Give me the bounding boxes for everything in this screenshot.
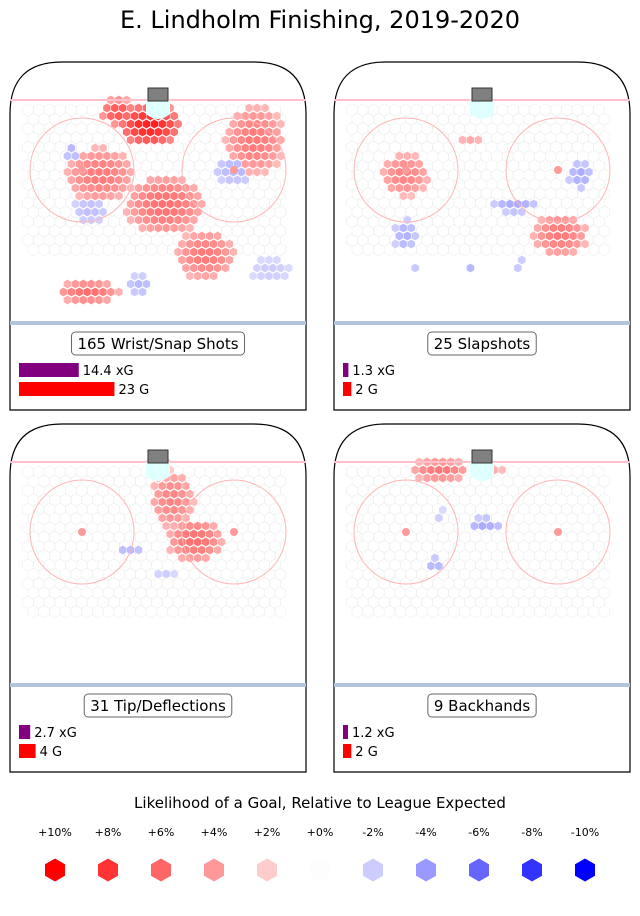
xg-bar (19, 725, 31, 739)
legend-label: +4% (201, 826, 228, 839)
faceoff-circle (353, 117, 459, 223)
xg-label: 2.7 xG (34, 726, 77, 741)
chart-title: E. Lindholm Finishing, 2019-2020 (120, 6, 520, 34)
goal-net (147, 87, 169, 102)
legend: Likelihood of a Goal, Relative to League… (38, 794, 599, 882)
panel-label: 25 Slapshots (434, 335, 531, 353)
xg-label: 1.3 xG (352, 364, 395, 379)
legend-label: +2% (254, 826, 281, 839)
goal-crease (146, 100, 170, 119)
rink-panel-2: 25 Slapshots 1.3 xG 2 G (333, 61, 631, 411)
goal-crease (470, 100, 494, 119)
goals-bar (343, 744, 352, 758)
faceoff-circle (29, 479, 135, 585)
legend-label: -2% (362, 826, 383, 839)
goals-label: 23 G (118, 383, 149, 398)
faceoff-circle (181, 479, 287, 585)
panel-label-box (427, 331, 537, 356)
xg-bar (343, 725, 348, 739)
legend-swatch (522, 858, 542, 882)
heat-hexes (379, 135, 594, 273)
legend-label: +6% (148, 826, 175, 839)
legend-swatch (363, 858, 383, 882)
legend-label: +0% (307, 826, 334, 839)
xg-label: 14.4 xG (83, 364, 134, 379)
panel-label-box (70, 331, 246, 356)
blue-line (10, 321, 306, 325)
faceoff-circle (505, 479, 611, 585)
legend-swatch (310, 858, 330, 882)
legend-swatch (151, 858, 171, 882)
legend-swatch (257, 858, 277, 882)
blue-line (334, 683, 630, 687)
faceoff-circle (353, 479, 459, 585)
legend-swatch (204, 858, 224, 882)
faceoff-dot (78, 166, 86, 174)
legend-swatch (416, 858, 436, 882)
legend-label: -10% (571, 826, 599, 839)
xg-bar (19, 363, 79, 377)
xg-bar (343, 363, 349, 377)
goals-bar (343, 382, 352, 396)
legend-label: -6% (468, 826, 489, 839)
faceoff-circle (505, 117, 611, 223)
faceoff-dot (554, 166, 562, 174)
faceoff-dot (78, 528, 86, 536)
legend-swatch (575, 858, 595, 882)
legend-title: Likelihood of a Goal, Relative to League… (134, 794, 506, 812)
rink-panel-4: 9 Backhands 1.2 xG 2 G (333, 423, 631, 773)
panel-label: 31 Tip/Deflections (90, 697, 226, 715)
panel-label: 9 Backhands (434, 697, 530, 715)
goal-crease (470, 462, 494, 481)
legend-label: +8% (95, 826, 122, 839)
goal-net (147, 449, 169, 464)
goals-label: 2 G (355, 745, 377, 760)
panel-label: 165 Wrist/Snap Shots (77, 335, 238, 353)
xg-label: 1.2 xG (352, 726, 395, 741)
goal-net (471, 87, 493, 102)
blue-line (334, 321, 630, 325)
goals-bar (19, 382, 115, 396)
faceoff-dot (230, 166, 238, 174)
faceoff-dot (554, 528, 562, 536)
faceoff-dot (402, 166, 410, 174)
goals-label: 4 G (40, 745, 62, 760)
faceoff-circle (181, 117, 287, 223)
legend-swatch (98, 858, 118, 882)
faceoff-dot (230, 528, 238, 536)
rink-panel-1: 165 Wrist/Snap Shots 14.4 xG 23 G (9, 61, 307, 411)
faceoff-circle (29, 117, 135, 223)
goal-net (471, 449, 493, 464)
legend-swatch (469, 858, 489, 882)
goal-crease (146, 462, 170, 481)
legend-label: -8% (521, 826, 542, 839)
faceoff-dot (402, 528, 410, 536)
goals-label: 2 G (355, 383, 377, 398)
rink-panel-3: 31 Tip/Deflections 2.7 xG 4 G (9, 423, 307, 773)
legend-label: +10% (38, 826, 72, 839)
legend-swatch (45, 858, 65, 882)
panel-label-box (83, 693, 233, 718)
panel-label-box (427, 693, 537, 718)
blue-line (10, 683, 306, 687)
goals-bar (19, 744, 36, 758)
legend-label: -4% (415, 826, 436, 839)
